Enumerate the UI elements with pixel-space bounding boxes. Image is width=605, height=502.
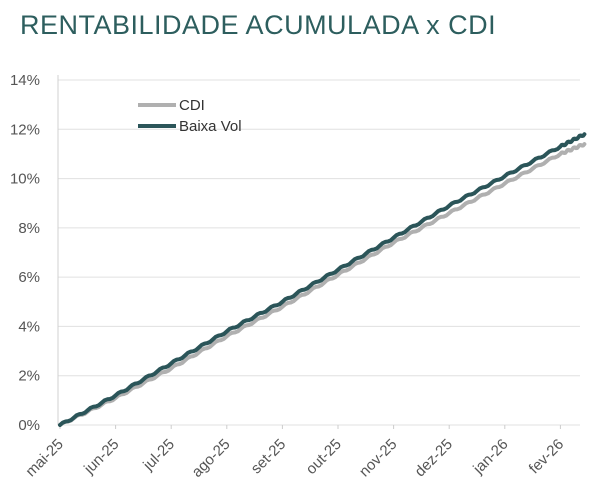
x-axis-ticks: mai-25 jun-25 jul-25 ago-25 set-25 out-25 nov-… (22, 425, 567, 481)
y-tick-label: 2% (18, 368, 40, 385)
series-line-baixa-vol (58, 132, 587, 427)
y-tick-label: 14% (10, 72, 40, 89)
y-tick-label: 0% (18, 417, 40, 434)
legend-label: Baixa Vol (179, 118, 242, 135)
x-tick-label: out-25 (303, 436, 345, 478)
x-tick-label: fev-26 (526, 436, 568, 478)
y-tick-label: 6% (18, 269, 40, 286)
x-tick-label: set-25 (248, 436, 290, 478)
legend-label: CDI (179, 97, 205, 114)
y-tick-label: 4% (18, 318, 40, 335)
y-tick-label: 12% (10, 121, 40, 138)
x-tick-label: ago-25 (189, 436, 234, 481)
x-tick-label: jun-25 (80, 436, 122, 478)
x-tick-label: mai-25 (22, 436, 66, 480)
chart-title: RENTABILIDADE ACUMULADA x CDI (20, 10, 497, 40)
gridlines (57, 75, 580, 426)
y-axis-ticks: 0% 2% 4% 6% 8% 10% 12% 14% (10, 72, 40, 434)
y-tick-label: 10% (10, 171, 40, 188)
series-line-cdi (58, 142, 587, 427)
legend: CDI Baixa Vol (138, 97, 242, 135)
x-tick-label: nov-25 (356, 436, 400, 480)
x-tick-label: jan-26 (469, 436, 511, 478)
x-tick-label: jul-25 (139, 436, 178, 475)
x-tick-label: dez-25 (412, 436, 456, 480)
y-tick-label: 8% (18, 220, 40, 237)
series-lines (58, 132, 587, 427)
